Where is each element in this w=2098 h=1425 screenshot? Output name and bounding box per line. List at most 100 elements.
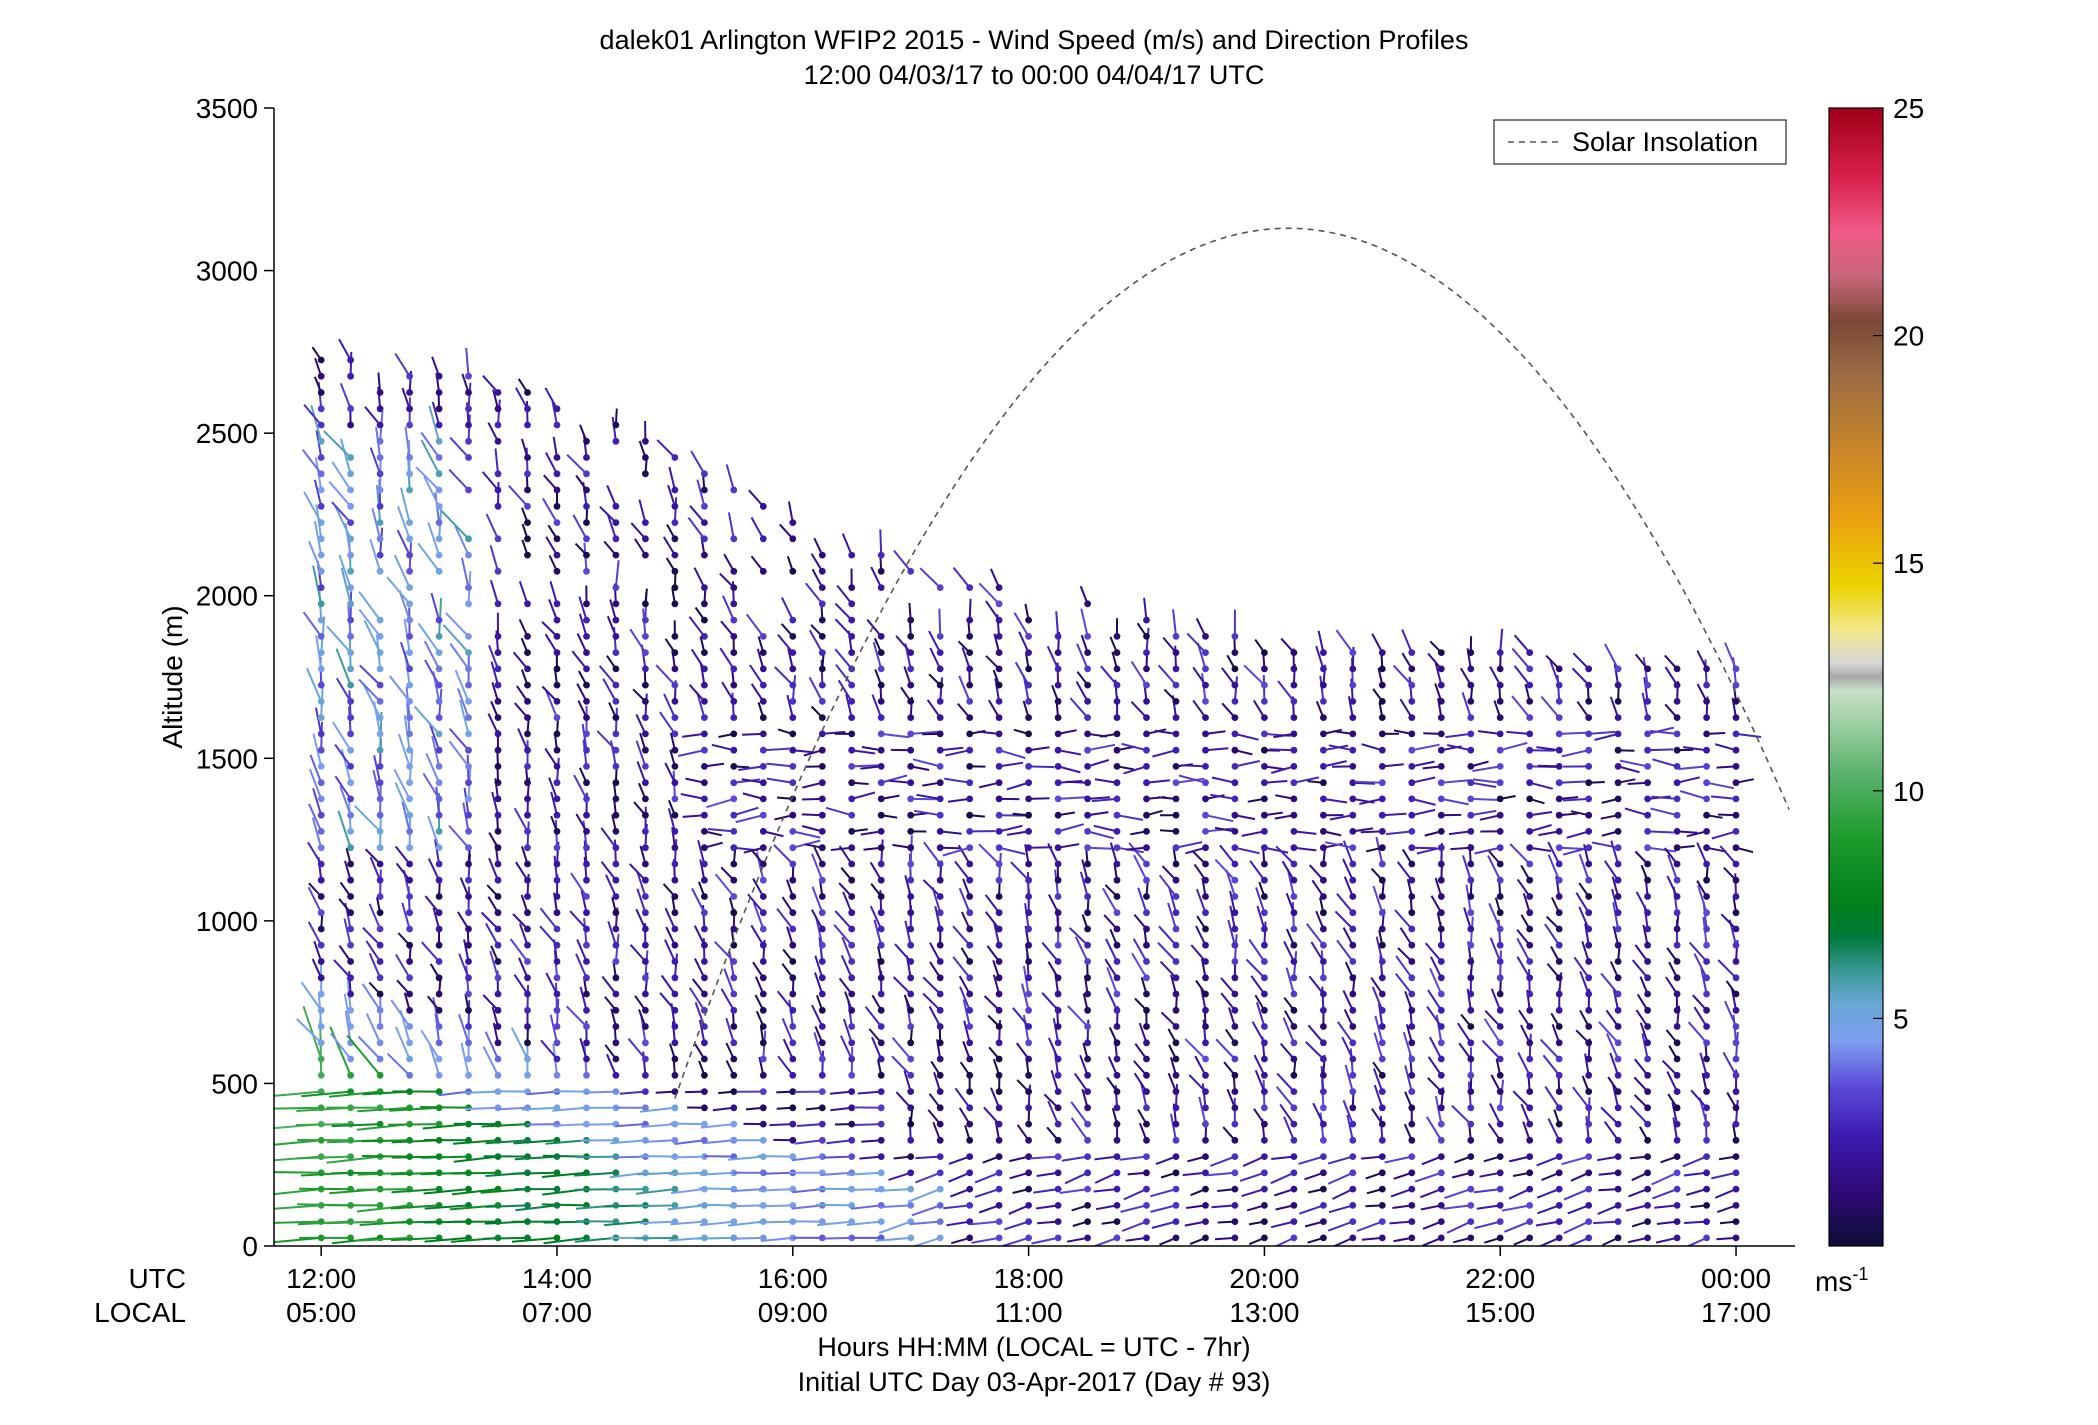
wind-barb-shaft (888, 779, 911, 784)
wind-barb-point (494, 1071, 502, 1079)
wind-barb-point (494, 811, 502, 819)
wind-barb-point (494, 681, 502, 689)
wind-barb-point (465, 779, 472, 787)
wind-barb-point (406, 714, 413, 721)
wind-barb-point (907, 828, 915, 835)
wind-barb-shaft (361, 1139, 410, 1143)
wind-barb-point (671, 1202, 679, 1209)
wind-barb-shaft (1484, 1010, 1501, 1028)
wind-barb-point (1054, 714, 1062, 721)
wind-barb-shaft (792, 749, 816, 754)
wind-barb-point (494, 470, 502, 478)
wind-barb-point (936, 1006, 944, 1014)
wind-barb-point (966, 925, 974, 933)
wind-barb-point (1143, 1169, 1150, 1177)
wind-barb-point (671, 1055, 679, 1063)
wind-barb-point (995, 974, 1003, 982)
wind-barb-point (966, 811, 974, 819)
wind-barb-shaft (1205, 747, 1229, 752)
wind-barb-point (1349, 828, 1357, 835)
wind-barb-shaft (1693, 1006, 1708, 1028)
wind-barb-point (995, 1185, 1003, 1193)
wind-barb-point (465, 1039, 472, 1047)
wind-barb-point (1437, 1055, 1445, 1063)
wind-barb-shaft (752, 878, 765, 897)
wind-barb-shaft (552, 1123, 587, 1127)
wind-barb-point (936, 698, 944, 705)
wind-barb-point (1555, 1039, 1563, 1047)
wind-barb-point (1408, 1153, 1416, 1160)
wind-barb-shaft (908, 1116, 912, 1141)
wind-barb-shaft (860, 765, 882, 770)
wind-barb-point (1320, 1055, 1327, 1063)
wind-barb-shaft (959, 986, 971, 1011)
wind-barb-point (524, 893, 531, 900)
wind-barb-point (1496, 876, 1504, 884)
wind-barb-shaft (1175, 841, 1203, 849)
wind-barb-point (1084, 795, 1091, 803)
wind-barb-shaft (550, 791, 558, 816)
wind-barb-point (376, 437, 384, 445)
wind-barb-shaft (699, 859, 706, 881)
wind-barb-shaft (386, 1052, 411, 1077)
wind-barb-point (1467, 974, 1475, 982)
wind-barb-point (877, 698, 885, 705)
wind-barb-point (1408, 698, 1416, 705)
wind-barb-point (1054, 958, 1062, 965)
wind-barb-point (966, 1202, 974, 1209)
wind-barb-point (347, 860, 354, 868)
wind-barb-point (1113, 779, 1121, 787)
wind-barb-shaft (388, 1123, 440, 1126)
wind-barb-shaft (1057, 765, 1081, 774)
wind-barb-shaft (1109, 842, 1118, 865)
wind-barb-shaft (514, 1155, 558, 1161)
wind-barb-point (1261, 1234, 1268, 1242)
wind-barb-point (317, 860, 325, 868)
wind-barb-point (317, 1071, 325, 1079)
wind-barb-point (1143, 909, 1150, 917)
wind-barb-point (1496, 1039, 1504, 1047)
wind-barb-point (1231, 1202, 1239, 1209)
wind-barb-point (1555, 990, 1563, 998)
wind-barb-point (553, 876, 561, 884)
wind-barb-point (936, 844, 944, 852)
wind-barb-point (1202, 1055, 1209, 1063)
wind-barb-point (966, 1136, 974, 1144)
wind-barb-point (1703, 811, 1710, 819)
wind-barb-point (583, 1071, 590, 1079)
wind-barb-point (1673, 1234, 1681, 1242)
wind-barb-shaft (1055, 611, 1060, 637)
wind-barb-shaft (791, 1155, 823, 1162)
wind-barb-shaft (1631, 959, 1649, 979)
wind-barb-shaft (545, 972, 558, 995)
wind-barb-point (583, 811, 590, 819)
wind-barb-point (701, 958, 708, 965)
wind-barb-shaft (722, 595, 735, 621)
wind-barb-point (671, 567, 679, 575)
wind-barb-shaft (363, 685, 381, 719)
wind-barb-point (1526, 844, 1534, 852)
wind-barb-point (936, 1218, 944, 1225)
wind-barb-shaft (1697, 885, 1708, 913)
wind-barb-point (1231, 876, 1239, 884)
wind-barb-point (1467, 860, 1475, 868)
wind-barb-point (1054, 730, 1062, 738)
wind-barb-point (1025, 860, 1032, 868)
wind-barb-point (818, 941, 826, 949)
wind-barb-point (1025, 730, 1032, 738)
wind-barb-shaft (748, 489, 765, 507)
wind-barb-point (1673, 1169, 1681, 1177)
wind-barb-shaft (338, 338, 352, 361)
wind-barb-shaft (697, 1236, 734, 1240)
wind-barb-point (730, 1006, 738, 1014)
wind-barb-shaft (331, 501, 352, 524)
wind-barb-point (1644, 1185, 1651, 1193)
wind-barb-point (1231, 974, 1239, 982)
wind-barb-point (1555, 860, 1563, 868)
wind-barb-point (435, 454, 443, 461)
wind-barb-point (789, 893, 797, 900)
wind-barb-point (671, 925, 679, 933)
wind-barb-shaft (1047, 843, 1059, 865)
wind-barb-shaft (1677, 830, 1698, 834)
wind-barb-shaft (1243, 664, 1266, 686)
